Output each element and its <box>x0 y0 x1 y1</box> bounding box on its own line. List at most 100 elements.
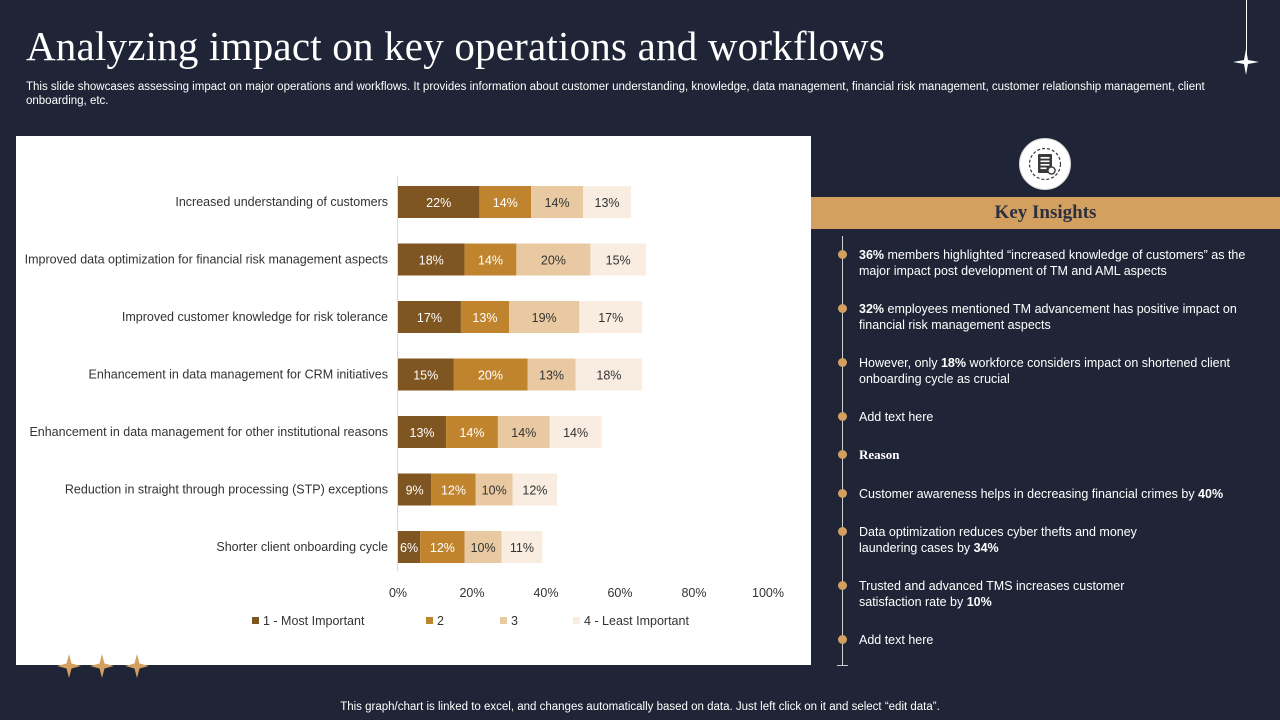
data-label: 19% <box>532 311 557 325</box>
legend-swatch <box>426 617 433 624</box>
data-label: 14% <box>511 426 536 440</box>
key-insights-heading: Key Insights <box>994 202 1097 223</box>
bar-segment[interactable] <box>398 186 480 218</box>
page-title: Analyzing impact on key operations and w… <box>26 23 886 69</box>
data-label: 13% <box>595 196 620 210</box>
reason-item: Add text here <box>859 632 1259 648</box>
document-settings-icon <box>1019 138 1071 190</box>
data-label: 14% <box>478 254 503 268</box>
category-label: Reduction in straight through processing… <box>65 483 388 497</box>
bar-segment[interactable] <box>420 531 465 563</box>
legend-label[interactable]: 3 <box>511 614 518 628</box>
sparkle-stars-decoration <box>57 654 149 678</box>
bar-segment[interactable] <box>479 186 532 218</box>
bar-segment[interactable] <box>464 531 502 563</box>
category-label: Increased understanding of customers <box>175 195 388 209</box>
insight-item: However, only 18% workforce considers im… <box>859 355 1259 387</box>
bar-segment[interactable] <box>583 186 632 218</box>
x-tick-label: 0% <box>389 586 407 600</box>
data-label: 22% <box>426 196 451 210</box>
timeline-dot <box>838 358 847 367</box>
reason-value: 40% <box>1198 487 1224 501</box>
insight-text: Add text here <box>859 410 934 424</box>
insight-item: 36% members highlighted “increased knowl… <box>859 247 1259 279</box>
bar-segment[interactable] <box>431 473 476 506</box>
decorative-line <box>1246 0 1247 57</box>
timeline-dot <box>838 581 847 590</box>
bar-segment[interactable] <box>575 358 643 391</box>
insight-value: 36% <box>859 248 885 262</box>
timeline-dot <box>838 635 847 644</box>
timeline-end-cap <box>837 665 848 666</box>
insight-item: Add text here <box>859 409 1259 425</box>
x-tick-label: 100% <box>752 586 784 600</box>
timeline-dot <box>838 489 847 498</box>
chart-panel[interactable]: Increased understanding of customers 22% 1… <box>16 136 811 665</box>
reason-item: Trusted and advanced TMS increases custo… <box>859 578 1159 610</box>
category-label: Enhancement in data management for other… <box>29 425 388 439</box>
bar-segment[interactable] <box>398 243 465 276</box>
bar-segment[interactable] <box>398 416 447 448</box>
timeline-dot <box>838 412 847 421</box>
reason-text: Data optimization reduces cyber thefts a… <box>859 525 1137 555</box>
data-label: 18% <box>419 254 444 268</box>
bar-segment[interactable] <box>460 301 509 333</box>
bar-segment[interactable] <box>549 416 602 448</box>
bar-segment[interactable] <box>509 301 580 333</box>
insight-text: members highlighted “increased knowledge… <box>859 248 1246 278</box>
category-label: Shorter client onboarding cycle <box>216 540 388 554</box>
x-tick-label: 80% <box>681 586 706 600</box>
bar-segment[interactable] <box>475 473 513 506</box>
data-label: 10% <box>482 484 507 498</box>
data-label: 20% <box>541 254 566 268</box>
category-label: Enhancement in data management for CRM i… <box>89 368 388 382</box>
legend-label[interactable]: 2 <box>437 614 444 628</box>
data-label: 10% <box>471 541 496 555</box>
insight-text: workforce considers impact on shortened … <box>859 356 1231 386</box>
data-label: 14% <box>545 196 570 210</box>
data-label: 12% <box>441 484 466 498</box>
bar-segment[interactable] <box>531 186 583 218</box>
legend-label[interactable]: 1 - Most Important <box>263 614 365 628</box>
data-label: 20% <box>478 369 503 383</box>
bar-segment[interactable] <box>512 473 558 506</box>
bar-segment[interactable] <box>497 416 550 448</box>
bar-segment[interactable] <box>590 243 646 276</box>
insight-value: 32% <box>859 302 885 316</box>
stacked-bar-chart[interactable]: Increased understanding of customers 22% 1… <box>16 136 811 665</box>
sparkle-icon <box>1233 49 1259 75</box>
timeline-dot <box>838 250 847 259</box>
x-tick-label: 20% <box>459 586 484 600</box>
bar-segment[interactable] <box>501 531 543 563</box>
reason-value: 10% <box>966 595 992 609</box>
reason-value: 34% <box>973 541 999 555</box>
bar-segment[interactable] <box>464 243 517 276</box>
data-label: 13% <box>539 369 564 383</box>
bar-segment[interactable] <box>398 301 461 333</box>
legend-label[interactable]: 4 - Least Important <box>584 614 689 628</box>
bar-segment[interactable] <box>453 358 528 391</box>
reason-item: Customer awareness helps in decreasing f… <box>859 486 1259 502</box>
bar-segment[interactable] <box>398 531 421 563</box>
data-label: 15% <box>413 369 438 383</box>
reason-text: Trusted and advanced TMS increases custo… <box>859 579 1125 609</box>
bar-segment[interactable] <box>516 243 591 276</box>
timeline-dot <box>838 450 847 459</box>
data-label: 15% <box>606 254 631 268</box>
bar-segment[interactable] <box>398 473 432 506</box>
data-label: 13% <box>472 311 497 325</box>
footer-note: This graph/chart is linked to excel, and… <box>340 701 940 713</box>
bar-segment[interactable] <box>579 301 643 333</box>
legend-swatch <box>252 617 259 624</box>
data-label: 14% <box>459 426 484 440</box>
category-label: Improved data optimization for financial… <box>25 253 388 267</box>
data-label: 12% <box>522 484 547 498</box>
legend-swatch <box>573 617 580 624</box>
data-label: 17% <box>598 311 623 325</box>
bar-segment[interactable] <box>398 358 454 391</box>
bar-segment[interactable] <box>527 358 576 391</box>
reason-item: Data optimization reduces cyber thefts a… <box>859 524 1169 556</box>
key-insights-header: Key Insights <box>811 197 1280 229</box>
insight-text: employees mentioned TM advancement has p… <box>859 302 1237 332</box>
bar-segment[interactable] <box>446 416 498 448</box>
